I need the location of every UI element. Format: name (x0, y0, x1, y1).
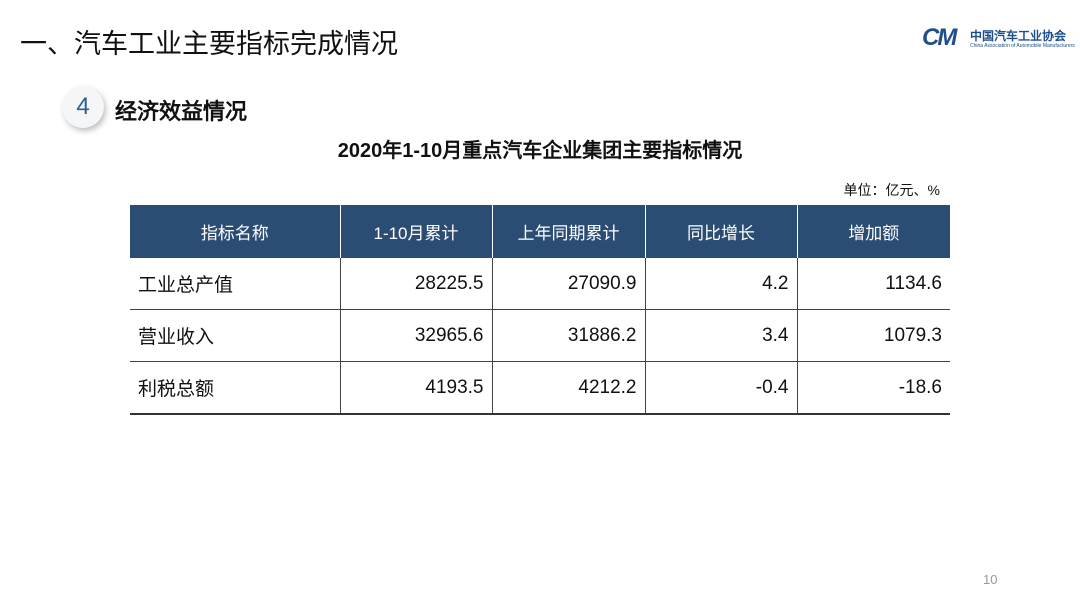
logo-name: 中国汽车工业协会 (970, 29, 1067, 43)
column-header: 上年同期累计 (491, 205, 645, 258)
table-title: 2020年1-10月重点汽车企业集团主要指标情况 (337, 140, 743, 162)
column-header: 增加额 (796, 205, 950, 258)
row-label: 利税总额 (130, 361, 340, 415)
section-title: 经济效益情况 (115, 99, 248, 124)
unit-note: 单位：亿元、% (843, 182, 940, 198)
table-cell: -0.4 (644, 361, 797, 415)
header-row: 指标名称 1-10月累计 上年同期累计 同比增长 增加额 (130, 205, 950, 258)
logo-mark: CM (922, 24, 957, 51)
table-cell: 27090.9 (491, 257, 645, 310)
table-cell: 28225.5 (339, 257, 492, 310)
table-row: 营业收入 32965.6 31886.2 3.4 1079.3 (130, 309, 950, 362)
page-number: 10 (983, 572, 998, 587)
table-cell: 4193.5 (339, 361, 492, 415)
logo-english: China Association of Automobile Manufact… (970, 43, 1075, 49)
table-row: 利税总额 4193.5 4212.2 -0.4 -18.6 (130, 361, 950, 415)
column-header: 1-10月累计 (339, 205, 492, 258)
table-cell: 1134.6 (796, 257, 950, 310)
slide-title: 一、汽车工业主要指标完成情况 (20, 29, 398, 59)
table-cell: 4.2 (644, 257, 797, 310)
table-cell: 1079.3 (796, 309, 950, 362)
table-cell: 4212.2 (491, 361, 645, 415)
table-cell: 32965.6 (339, 309, 492, 362)
column-header: 同比增长 (644, 205, 797, 258)
table-row: 工业总产值 28225.5 27090.9 4.2 1134.6 (130, 257, 950, 310)
data-table: 指标名称 1-10月累计 上年同期累计 同比增长 增加额 工业总产值 28225.5 270… (130, 205, 950, 415)
row-label: 营业收入 (130, 309, 340, 362)
row-label: 工业总产值 (130, 257, 340, 310)
column-header: 指标名称 (130, 205, 340, 258)
section-number: 4 (62, 86, 104, 128)
table-cell: -18.6 (796, 361, 950, 415)
table-cell: 31886.2 (491, 309, 645, 362)
table-cell: 3.4 (644, 309, 797, 362)
